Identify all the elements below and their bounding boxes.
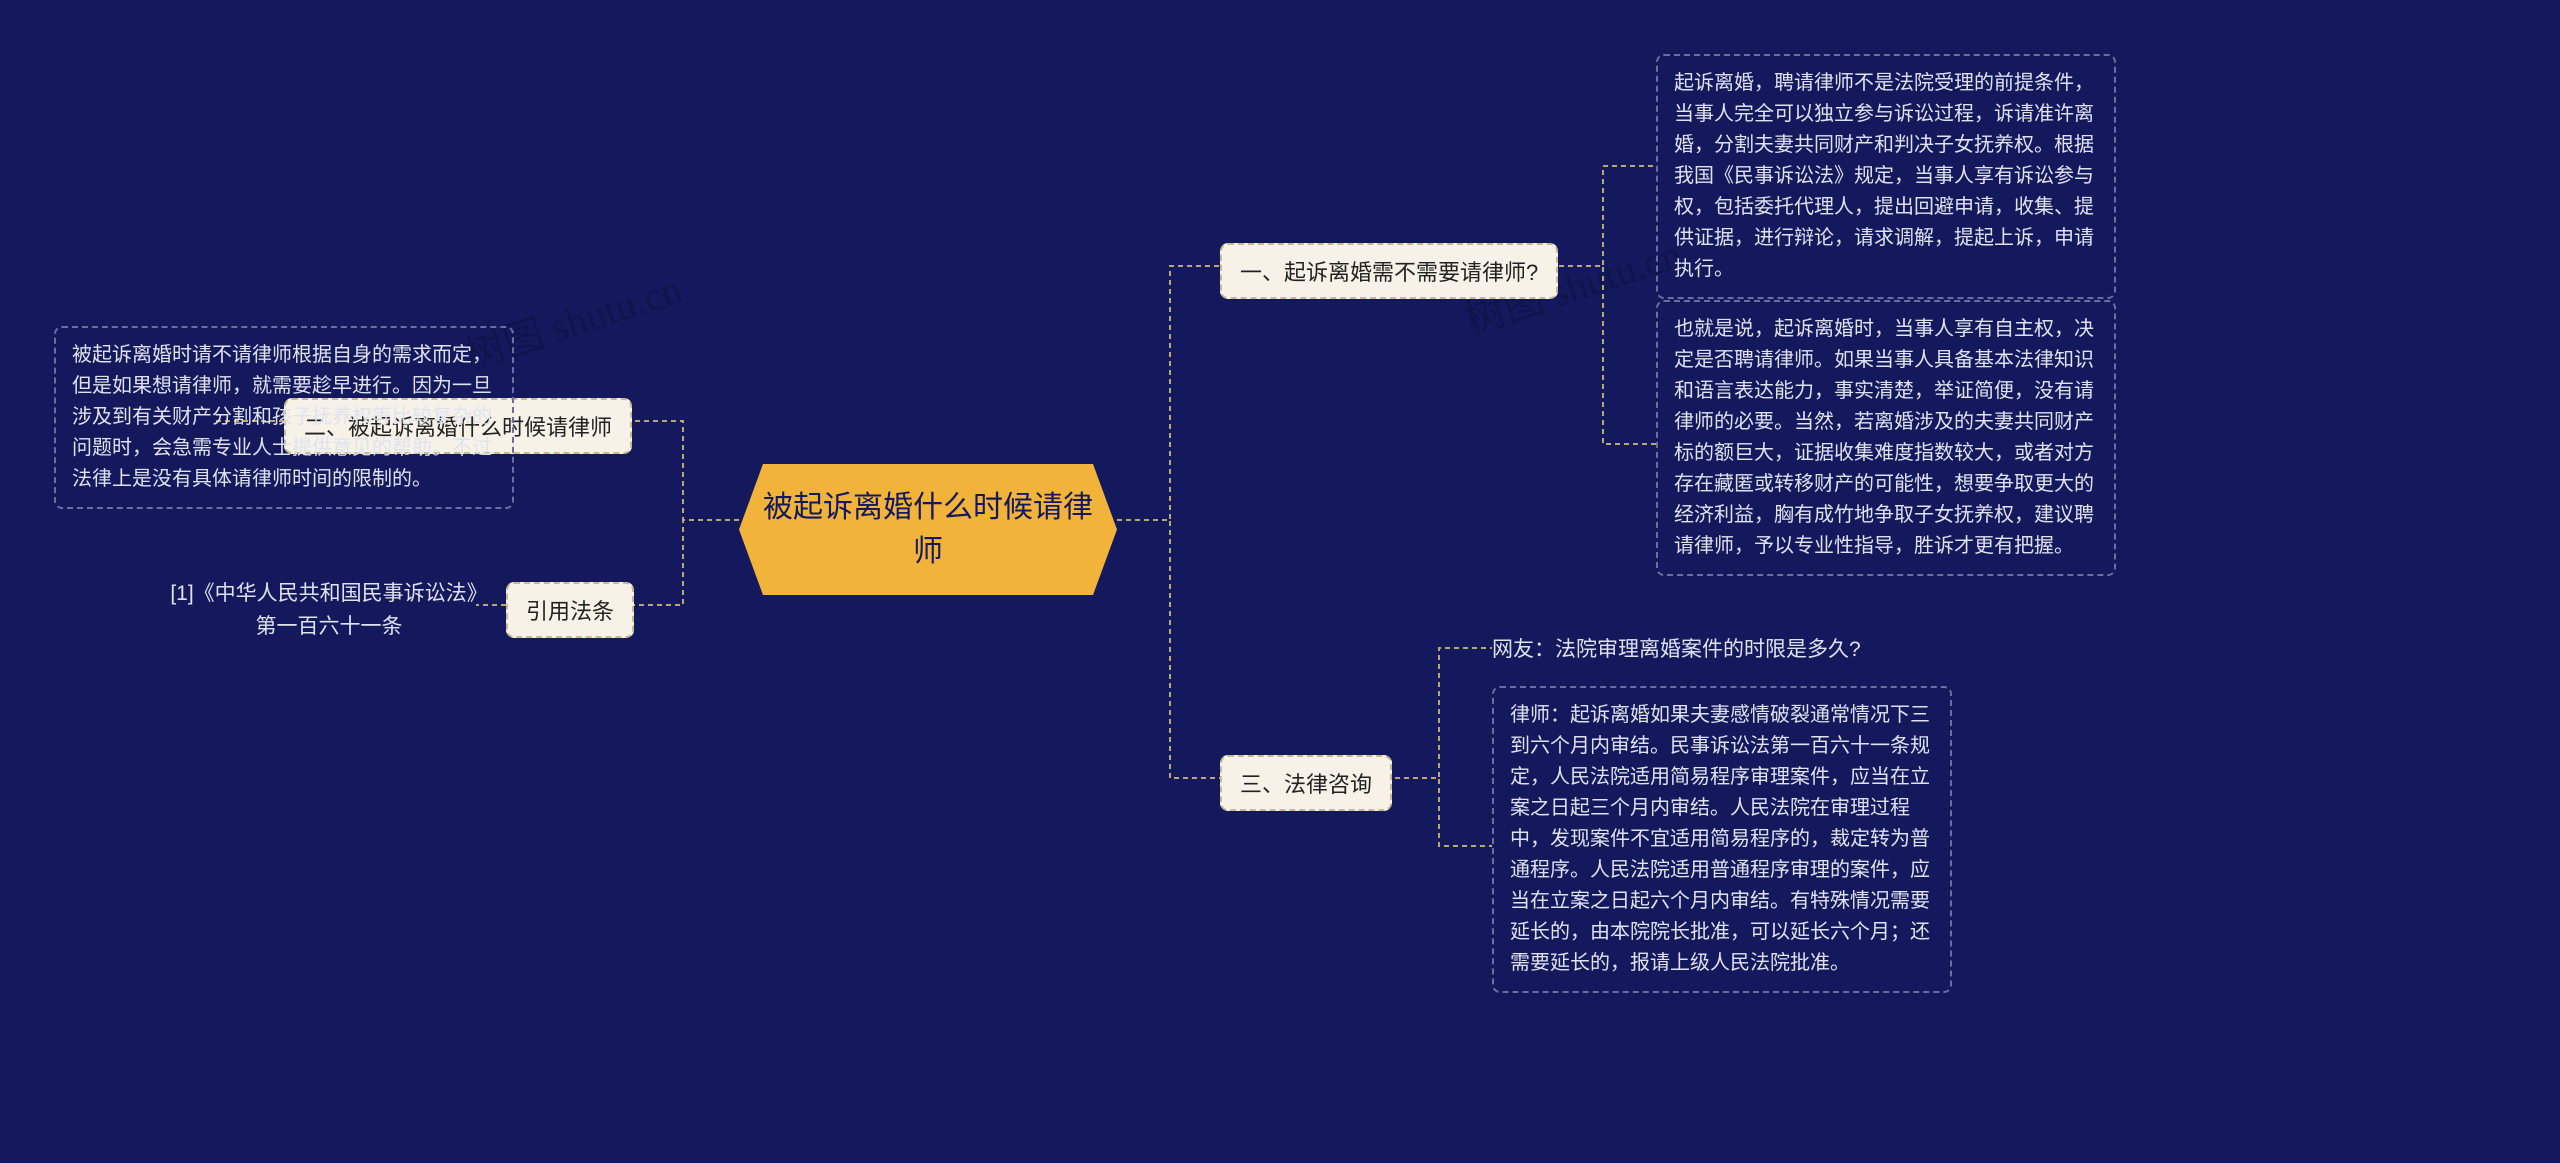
leaf-node-3a[interactable]: 网友：法院审理离婚案件的时限是多久? (1492, 633, 1932, 663)
leaf-text: 律师：起诉离婚如果夫妻感情破裂通常情况下三到六个月内审结。民事诉讼法第一百六十一… (1510, 704, 1930, 974)
leaf-node-3b[interactable]: 律师：起诉离婚如果夫妻感情破裂通常情况下三到六个月内审结。民事诉讼法第一百六十一… (1492, 686, 1952, 993)
branch-node-4[interactable]: 引用法条 (506, 582, 634, 638)
leaf-node-4a[interactable]: [1]《中华人民共和国民事诉讼法》 第一百六十一条 (164, 578, 494, 643)
leaf-text: 也就是说，起诉离婚时，当事人享有自主权，决定是否聘请律师。如果当事人具备基本法律… (1674, 318, 2094, 557)
branch-label: 三、法律咨询 (1240, 772, 1372, 797)
branch-node-3[interactable]: 三、法律咨询 (1220, 755, 1392, 811)
leaf-text: [1]《中华人民共和国民事诉讼法》 第一百六十一条 (170, 582, 487, 638)
leaf-node-1b[interactable]: 也就是说，起诉离婚时，当事人享有自主权，决定是否聘请律师。如果当事人具备基本法律… (1656, 300, 2116, 576)
leaf-text: 网友：法院审理离婚案件的时限是多久? (1492, 638, 1861, 661)
branch-node-1[interactable]: 一、起诉离婚需不需要请律师? (1220, 243, 1558, 299)
leaf-text: 被起诉离婚时请不请律师根据自身的需求而定，但是如果想请律师，就需要趁早进行。因为… (72, 344, 492, 490)
branch-label: 引用法条 (526, 599, 614, 624)
leaf-node-2a[interactable]: 被起诉离婚时请不请律师根据自身的需求而定，但是如果想请律师，就需要趁早进行。因为… (54, 326, 514, 509)
mindmap-root[interactable]: 被起诉离婚什么时候请律师 (739, 464, 1117, 595)
branch-label: 一、起诉离婚需不需要请律师? (1240, 260, 1538, 285)
leaf-text: 起诉离婚，聘请律师不是法院受理的前提条件，当事人完全可以独立参与诉讼过程，诉请准… (1674, 72, 2094, 280)
leaf-node-1a[interactable]: 起诉离婚，聘请律师不是法院受理的前提条件，当事人完全可以独立参与诉讼过程，诉请准… (1656, 54, 2116, 299)
root-label: 被起诉离婚什么时候请律师 (763, 491, 1093, 568)
